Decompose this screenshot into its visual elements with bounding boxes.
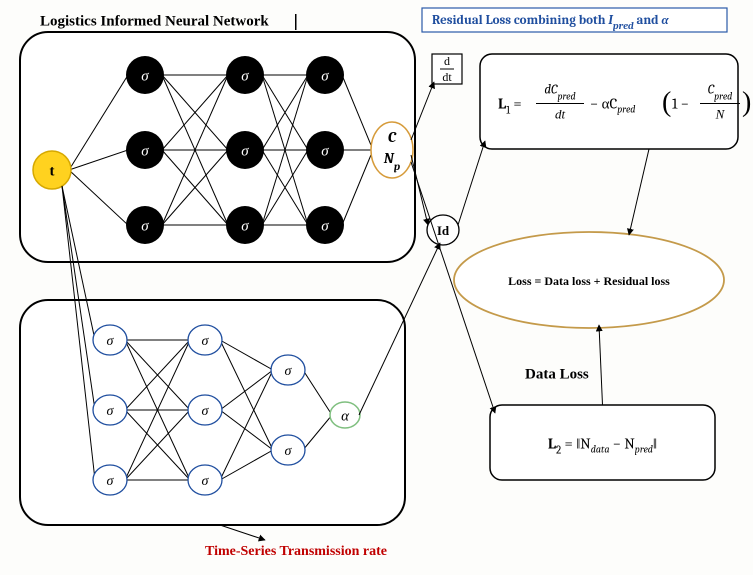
svg-text:σ: σ	[141, 143, 149, 159]
svg-text:C: C	[388, 128, 397, 146]
svg-text:dt: dt	[442, 70, 452, 84]
svg-text:σ: σ	[321, 218, 329, 234]
svg-text:α: α	[341, 408, 350, 424]
svg-text:σ: σ	[107, 474, 115, 489]
svg-text:σ: σ	[202, 334, 210, 349]
svg-text:N: N	[715, 106, 726, 121]
diagram-canvas: Logistics Informed Neural NetworkResidua…	[0, 0, 753, 575]
svg-text:Time-Series Transmission rate: Time-Series Transmission rate	[205, 544, 387, 559]
svg-text:1 −: 1 −	[672, 94, 689, 112]
svg-text:σ: σ	[202, 404, 210, 419]
svg-text:): )	[742, 87, 751, 118]
svg-text:σ: σ	[107, 334, 115, 349]
svg-text:σ: σ	[321, 143, 329, 159]
svg-text:σ: σ	[285, 364, 293, 379]
svg-text:σ: σ	[241, 218, 249, 234]
svg-text:dt: dt	[555, 106, 566, 121]
svg-text:σ: σ	[241, 143, 249, 159]
svg-text:σ: σ	[321, 68, 329, 84]
svg-text:Id: Id	[437, 223, 450, 238]
svg-text:σ: σ	[285, 444, 293, 459]
svg-text:Logistics Informed Neural Netw: Logistics Informed Neural Network	[40, 13, 269, 29]
svg-text:(: (	[662, 87, 671, 118]
svg-text:Data Loss: Data Loss	[525, 366, 589, 382]
svg-text:σ: σ	[141, 68, 149, 84]
svg-text:Loss = Data loss + Residual lo: Loss = Data loss + Residual loss	[508, 274, 670, 288]
svg-text:σ: σ	[241, 68, 249, 84]
svg-text:σ: σ	[107, 404, 115, 419]
svg-text:σ: σ	[202, 474, 210, 489]
svg-text:t: t	[50, 163, 55, 179]
svg-text:σ: σ	[141, 218, 149, 234]
svg-text:d: d	[444, 54, 450, 68]
